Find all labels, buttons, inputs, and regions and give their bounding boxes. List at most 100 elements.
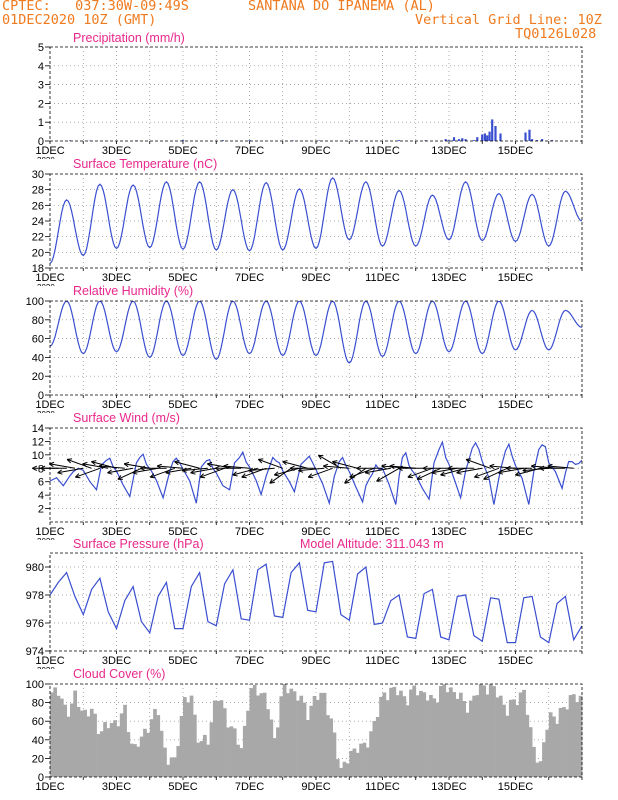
y-tick-label: 60 <box>32 334 44 346</box>
wind-arrowhead <box>107 469 112 474</box>
cloud-bar <box>498 695 503 777</box>
cloud-bar <box>286 693 290 777</box>
wind-arrowhead <box>40 465 46 469</box>
cloud-bar <box>525 714 530 777</box>
cloud-bar <box>50 692 54 777</box>
wind-vector <box>199 467 225 478</box>
cloud-bar <box>478 684 483 777</box>
wind-arrowhead <box>317 455 322 460</box>
cloud-bar <box>89 708 94 777</box>
cloud-bar <box>199 741 204 777</box>
cloud-bar <box>322 692 327 777</box>
wind-arrowhead <box>91 460 97 463</box>
cloud-bar <box>342 761 347 777</box>
wind-vector <box>407 467 433 478</box>
wind-vector <box>117 467 142 480</box>
cloud-bar <box>365 747 370 777</box>
y-tick-label: 20 <box>32 247 44 259</box>
y-tick-label: 80 <box>32 315 44 327</box>
y-tick-label: 980 <box>26 562 44 574</box>
wind-arrowhead <box>522 467 528 472</box>
wind-arrowhead <box>140 465 146 469</box>
wind-arrowhead <box>416 475 421 480</box>
wind-arrowhead <box>505 467 511 471</box>
wind-speed-line <box>50 440 582 506</box>
wind-arrowhead <box>505 465 511 469</box>
x-tick-label: 5DEC <box>168 781 197 793</box>
cloud-bar <box>355 752 360 777</box>
wind-arrowhead <box>381 465 387 470</box>
wind-arrowhead <box>273 471 279 476</box>
cloud-bar <box>86 716 91 777</box>
x-tick-label: 5DEC <box>168 655 197 667</box>
x-tick-label: 11DEC <box>365 655 400 667</box>
header-coordinates: CPTEC: 037:30W-09:49S <box>2 0 189 14</box>
cloud-bar <box>562 707 566 777</box>
wind-arrowhead <box>274 474 280 477</box>
wind-arrowhead <box>207 461 213 465</box>
cloud-bar <box>146 732 151 777</box>
wind-arrowhead <box>547 465 553 470</box>
precip-bar <box>318 140 321 141</box>
panel-title: Surface Wind (m/s) <box>73 411 180 425</box>
y-tick-label: 6 <box>38 477 44 489</box>
cloud-bar <box>395 695 400 777</box>
wind-arrowhead <box>440 471 445 476</box>
cloud-bar <box>296 700 300 777</box>
cloud-bar <box>415 695 420 777</box>
panel-precip: Precipitation (mm/h) 0 1 2 3 4 5 1DEC 3DEC 5DEC 7D… <box>35 31 583 159</box>
cloud-bar <box>442 684 447 777</box>
wind-arrowhead <box>174 460 180 463</box>
cloud-bar <box>462 701 466 777</box>
cloud-bar <box>219 700 224 777</box>
wind-arrowhead <box>199 473 204 478</box>
wind-arrowhead <box>389 463 395 467</box>
cloud-bar <box>362 742 367 777</box>
wind-arrowhead <box>332 461 337 466</box>
x-tick-label: 9DEC <box>301 145 330 157</box>
cloud-bar <box>419 690 423 777</box>
wind-vector <box>308 467 333 478</box>
wind-arrowhead <box>489 465 495 470</box>
wind-vector <box>248 467 275 472</box>
wind-arrowhead <box>431 472 437 475</box>
cloud-bar <box>73 690 77 777</box>
wind-arrowhead <box>456 472 462 475</box>
wind-arrowhead <box>298 467 303 472</box>
cloud-bar <box>545 729 550 777</box>
wind-arrowhead <box>514 471 520 476</box>
cloud-bar <box>495 697 500 777</box>
cloud-bar <box>535 762 540 777</box>
y-tick-label: 10 <box>32 450 44 462</box>
y-tick-label: 8 <box>38 463 44 475</box>
x-tick-label: 1DEC <box>35 399 64 411</box>
wind-arrowhead <box>547 463 553 467</box>
cloud-bar <box>96 734 101 777</box>
cloud-bar <box>382 692 387 777</box>
x-tick-label: 7DEC <box>235 781 264 793</box>
x-tick-label: 13DEC <box>431 781 467 793</box>
wind-vector <box>440 467 466 476</box>
cloud-bar <box>389 687 393 777</box>
precip-bar <box>481 134 484 141</box>
x-tick-label: 13DEC <box>431 526 467 538</box>
cloud-bar <box>119 713 124 777</box>
wind-arrowhead <box>207 463 212 468</box>
y-tick-label: 978 <box>26 590 44 602</box>
cloud-bar <box>512 699 516 777</box>
x-tick-label: 13DEC <box>431 145 467 157</box>
cloud-bar <box>113 720 117 777</box>
cloud-bar <box>469 700 473 777</box>
cloud-bar <box>422 692 427 777</box>
y-tick-label: 4 <box>38 490 44 502</box>
cloud-bar <box>93 713 97 777</box>
cloud-bar <box>226 727 230 777</box>
grid <box>50 174 582 268</box>
cloud-bar <box>405 705 410 777</box>
wind-arrowhead <box>323 463 329 467</box>
y-tick-label: 100 <box>26 679 44 691</box>
wind-vector <box>165 467 192 474</box>
wind-arrowhead <box>282 460 288 463</box>
cloud-bar <box>359 743 363 777</box>
